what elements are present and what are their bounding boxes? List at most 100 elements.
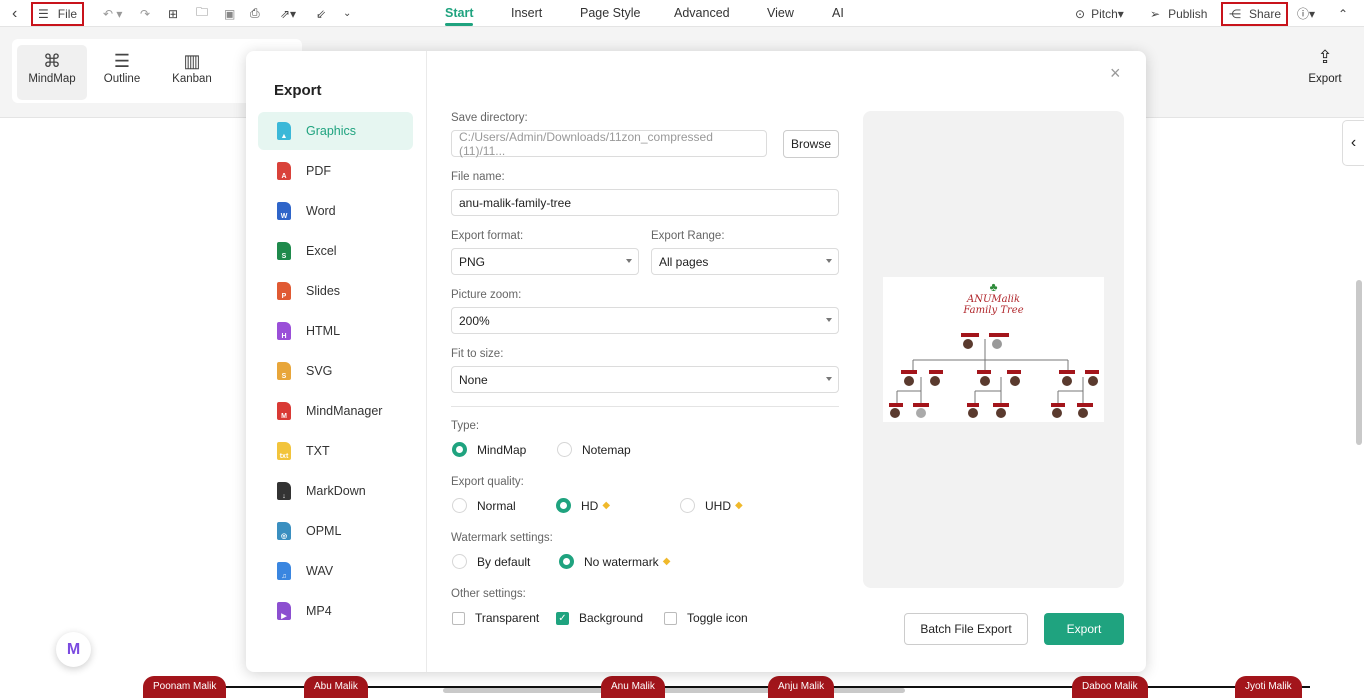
preview-title: ANUMalik Family Tree xyxy=(963,294,1024,316)
export-format-select[interactable]: PNG xyxy=(451,248,639,275)
tab-page-style[interactable]: Page Style xyxy=(580,6,641,20)
fit-to-size-select[interactable]: None xyxy=(451,366,839,393)
export-button[interactable]: Export xyxy=(1044,613,1124,645)
format-item-svg[interactable]: S SVG xyxy=(258,352,413,390)
format-item-txt[interactable]: txt TXT xyxy=(258,432,413,470)
file-menu-button[interactable]: ☰ File xyxy=(31,2,84,26)
html-file-icon: H xyxy=(277,322,291,340)
type-label: Type: xyxy=(451,420,480,432)
format-item-html[interactable]: H HTML xyxy=(258,312,413,350)
save-directory-input[interactable]: C:/Users/Admin/Downloads/11zon_compresse… xyxy=(451,130,767,158)
export-share-icon[interactable]: ⇗▾ xyxy=(280,6,297,21)
pitch-button[interactable]: ⊙ Pitch ▾ xyxy=(1075,6,1124,21)
type-notemap-radio[interactable]: Notemap xyxy=(557,442,631,457)
premium-gem-icon: ◆ xyxy=(662,556,671,567)
background-checkbox[interactable]: ✓ Background xyxy=(556,611,643,625)
format-item-word[interactable]: W Word xyxy=(258,192,413,230)
format-sidebar: Export ▲ Graphics A PDF W Word S Excel P Slides H H… xyxy=(246,51,427,672)
picture-zoom-select[interactable]: 200% xyxy=(451,307,839,334)
quality-normal-radio[interactable]: Normal xyxy=(452,498,516,513)
node-jyoti[interactable]: Jyoti Malik xyxy=(1235,676,1302,698)
format-item-markdown[interactable]: ↓ MarkDown xyxy=(258,472,413,510)
format-item-excel[interactable]: S Excel xyxy=(258,232,413,270)
type-mindmap-radio[interactable]: MindMap xyxy=(452,442,526,457)
format-label: SVG xyxy=(306,364,333,378)
chevron-down-icon xyxy=(826,377,832,381)
format-label: PDF xyxy=(306,164,331,178)
ai-assistant-icon[interactable]: M xyxy=(56,632,91,667)
save-icon[interactable]: ▣ xyxy=(224,6,236,21)
file-name-input[interactable]: anu-malik-family-tree xyxy=(451,189,839,216)
help-icon[interactable]: ⓘ▾ xyxy=(1297,7,1316,21)
outline-icon: ☰ xyxy=(113,51,131,71)
more-icon[interactable]: ⌄ xyxy=(343,8,352,19)
watermark-none-radio[interactable]: No watermark ◆ xyxy=(559,554,670,569)
tab-advanced[interactable]: Advanced xyxy=(674,6,730,20)
export-format-label: Export format: xyxy=(451,230,524,242)
new-icon[interactable]: ⊞ xyxy=(168,6,179,21)
import-icon[interactable]: ⇙ xyxy=(316,6,327,21)
premium-gem-icon: ◆ xyxy=(602,500,611,511)
tab-start[interactable]: Start xyxy=(445,6,474,26)
batch-file-export-button[interactable]: Batch File Export xyxy=(904,613,1028,645)
open-folder-icon[interactable]: 🗀 xyxy=(196,5,209,19)
toggle-icon-checkbox[interactable]: Toggle icon xyxy=(664,611,748,625)
export-ribbon-button[interactable]: ⇪ Export xyxy=(1300,47,1350,85)
node-daboo[interactable]: Daboo Malik xyxy=(1072,676,1148,698)
close-icon[interactable]: × xyxy=(1110,63,1121,83)
format-label: Word xyxy=(306,204,336,218)
collapse-ribbon-icon[interactable]: ⌃ xyxy=(1338,6,1349,21)
format-label: Excel xyxy=(306,244,337,258)
markdown-file-icon: ↓ xyxy=(277,482,291,500)
node-poonam[interactable]: Poonam Malik xyxy=(143,676,227,698)
format-item-slides[interactable]: P Slides xyxy=(258,272,413,310)
picture-zoom-label: Picture zoom: xyxy=(451,289,522,301)
tree-logo-icon: ♣ xyxy=(989,280,998,294)
format-label: MindManager xyxy=(306,404,383,418)
horizontal-scrollbar[interactable] xyxy=(443,688,905,693)
tab-ai[interactable]: AI xyxy=(832,6,844,20)
side-panel-toggle[interactable]: ‹ xyxy=(1342,120,1364,166)
preview-panel: ♣ ANUMalik Family Tree xyxy=(863,111,1124,588)
quality-label: Export quality: xyxy=(451,476,524,488)
print-icon[interactable]: ⎙ xyxy=(250,6,260,20)
kanban-view-button[interactable]: ▥ Kanban xyxy=(157,45,227,100)
preview-tree xyxy=(889,333,1099,418)
chevron-down-icon xyxy=(826,259,832,263)
format-item-wav[interactable]: ♫ WAV xyxy=(258,552,413,590)
quality-uhd-radio[interactable]: UHD ◆ xyxy=(680,498,743,513)
redo-icon[interactable]: ↷ xyxy=(140,6,151,21)
format-item-pdf[interactable]: A PDF xyxy=(258,152,413,190)
quality-hd-radio[interactable]: HD ◆ xyxy=(556,498,610,513)
format-label: MarkDown xyxy=(306,484,366,498)
export-range-select[interactable]: All pages xyxy=(651,248,839,275)
play-circle-icon: ⊙ xyxy=(1075,6,1086,21)
file-label: File xyxy=(57,7,78,21)
watermark-label: Watermark settings: xyxy=(451,532,553,544)
chevron-down-icon xyxy=(826,318,832,322)
back-icon[interactable]: ‹ xyxy=(12,4,18,22)
node-anju[interactable]: Anju Malik xyxy=(768,676,835,698)
mindmap-view-button[interactable]: ⌘ MindMap xyxy=(17,45,87,100)
format-item-opml[interactable]: ◎ OPML xyxy=(258,512,413,550)
tab-view[interactable]: View xyxy=(767,6,794,20)
undo-icon[interactable]: ↶ ▾ xyxy=(103,6,123,21)
slides-file-icon: P xyxy=(277,282,291,300)
format-item-graphics[interactable]: ▲ Graphics xyxy=(258,112,413,150)
vertical-scrollbar[interactable] xyxy=(1356,280,1362,445)
format-label: TXT xyxy=(306,444,330,458)
publish-button[interactable]: ➢ Publish xyxy=(1150,6,1208,21)
format-item-mindmanager[interactable]: M MindManager xyxy=(258,392,413,430)
transparent-checkbox[interactable]: Transparent xyxy=(452,611,539,625)
menu-icon: ☰ xyxy=(38,7,49,21)
share-button[interactable]: ⋲ Share xyxy=(1221,2,1288,26)
format-item-mp4[interactable]: ▶ MP4 xyxy=(258,592,413,630)
node-abu[interactable]: Abu Malik xyxy=(304,676,368,698)
outline-view-button[interactable]: ☰ Outline xyxy=(87,45,157,100)
tab-insert[interactable]: Insert xyxy=(511,6,543,20)
node-anu[interactable]: Anu Malik xyxy=(601,676,665,698)
watermark-default-radio[interactable]: By default xyxy=(452,554,530,569)
browse-button[interactable]: Browse xyxy=(783,130,839,158)
format-label: HTML xyxy=(306,324,341,338)
share-icon: ⋲ xyxy=(1229,7,1241,21)
